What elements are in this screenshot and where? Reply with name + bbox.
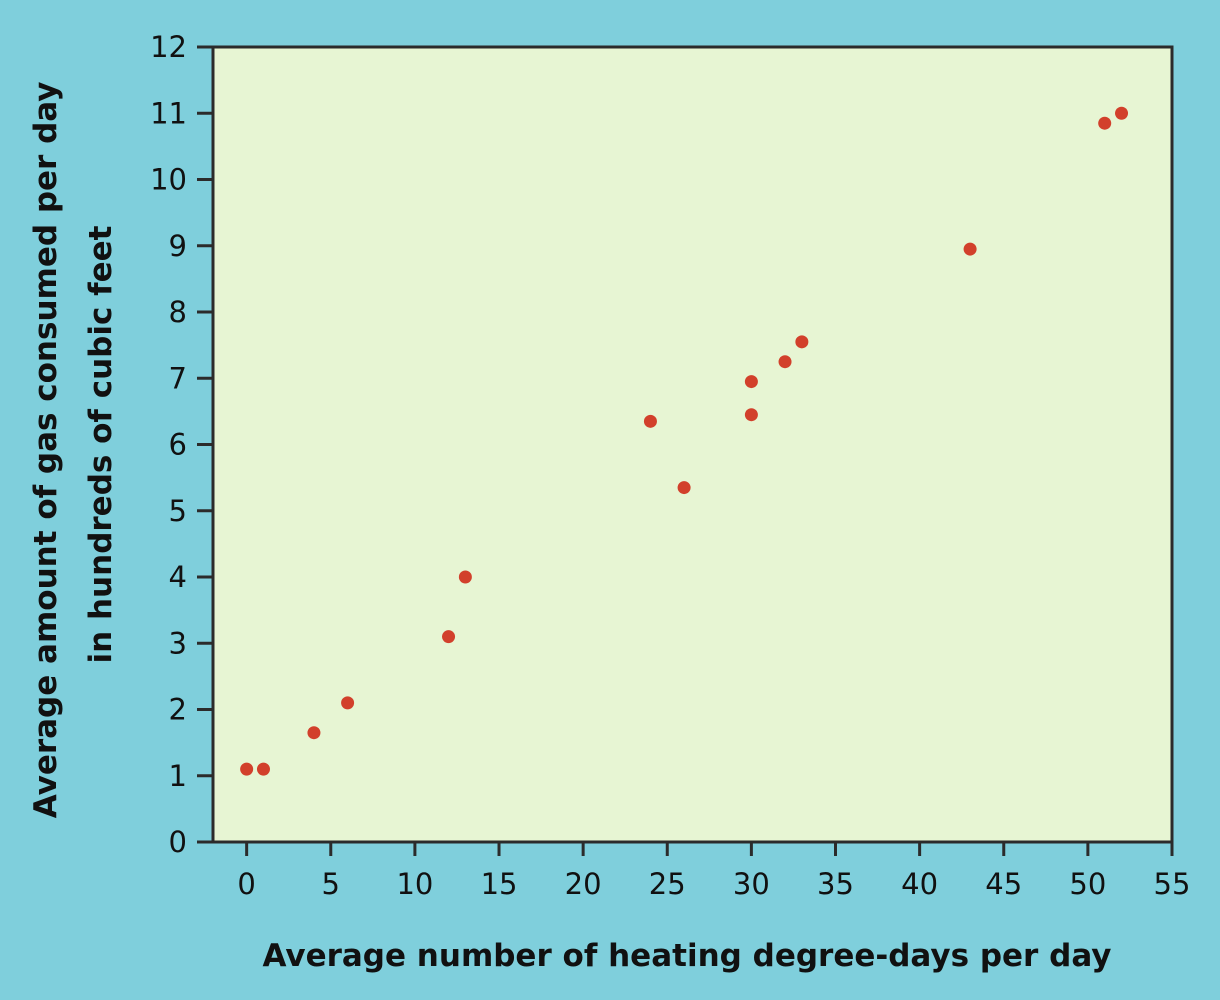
x-tick-label: 0 xyxy=(237,867,255,901)
x-tick-label: 5 xyxy=(322,867,340,901)
x-axis-title: Average number of heating degree-days pe… xyxy=(262,938,1111,974)
data-point xyxy=(1098,116,1112,130)
y-tick-label: 2 xyxy=(169,693,187,727)
x-tick-label: 55 xyxy=(1154,867,1191,901)
x-tick-label: 40 xyxy=(901,867,938,901)
y-tick-label: 11 xyxy=(150,96,187,130)
y-tick-label: 7 xyxy=(169,361,187,395)
data-point xyxy=(240,762,254,776)
data-points xyxy=(240,106,1129,776)
y-axis-title: Average amount of gas consumed per day i… xyxy=(28,71,119,819)
y-tick-label: 0 xyxy=(169,825,187,859)
data-point xyxy=(442,630,456,644)
data-point xyxy=(677,481,691,495)
plot-frame xyxy=(211,45,1174,844)
data-point xyxy=(643,414,657,428)
x-tick-label: 45 xyxy=(985,867,1022,901)
x-tick-label: 35 xyxy=(817,867,854,901)
data-point xyxy=(744,375,758,389)
plot-area xyxy=(213,47,1172,842)
x-tick-label: 10 xyxy=(396,867,433,901)
y-tick-label: 10 xyxy=(150,163,187,197)
data-point xyxy=(778,355,792,369)
data-point xyxy=(458,570,472,584)
y-tick-label: 9 xyxy=(169,229,187,263)
x-tick-label: 20 xyxy=(565,867,602,901)
y-tick-label: 12 xyxy=(150,30,187,64)
x-axis-ticks: 0 5 10 15 20 25 30 35 40 45 50 55 xyxy=(237,842,1190,901)
data-point xyxy=(1115,106,1129,120)
y-tick-label: 1 xyxy=(169,759,187,793)
y-tick-label: 6 xyxy=(169,428,187,462)
x-tick-label: 50 xyxy=(1069,867,1106,901)
y-axis-title-line-1: Average amount of gas consumed per day xyxy=(28,82,64,819)
x-tick-label: 25 xyxy=(649,867,686,901)
data-point xyxy=(744,408,758,422)
x-tick-label: 30 xyxy=(733,867,770,901)
data-point xyxy=(256,762,270,776)
y-tick-label: 5 xyxy=(169,494,187,528)
y-axis-title-line-2: in hundreds of cubic feet xyxy=(83,225,119,663)
x-tick-label: 15 xyxy=(481,867,518,901)
y-tick-label: 4 xyxy=(169,560,187,594)
data-point xyxy=(307,726,321,740)
data-point xyxy=(963,242,977,256)
data-point xyxy=(341,696,355,710)
data-point xyxy=(795,335,809,349)
y-tick-label: 3 xyxy=(169,626,187,660)
y-tick-label: 8 xyxy=(169,295,187,329)
